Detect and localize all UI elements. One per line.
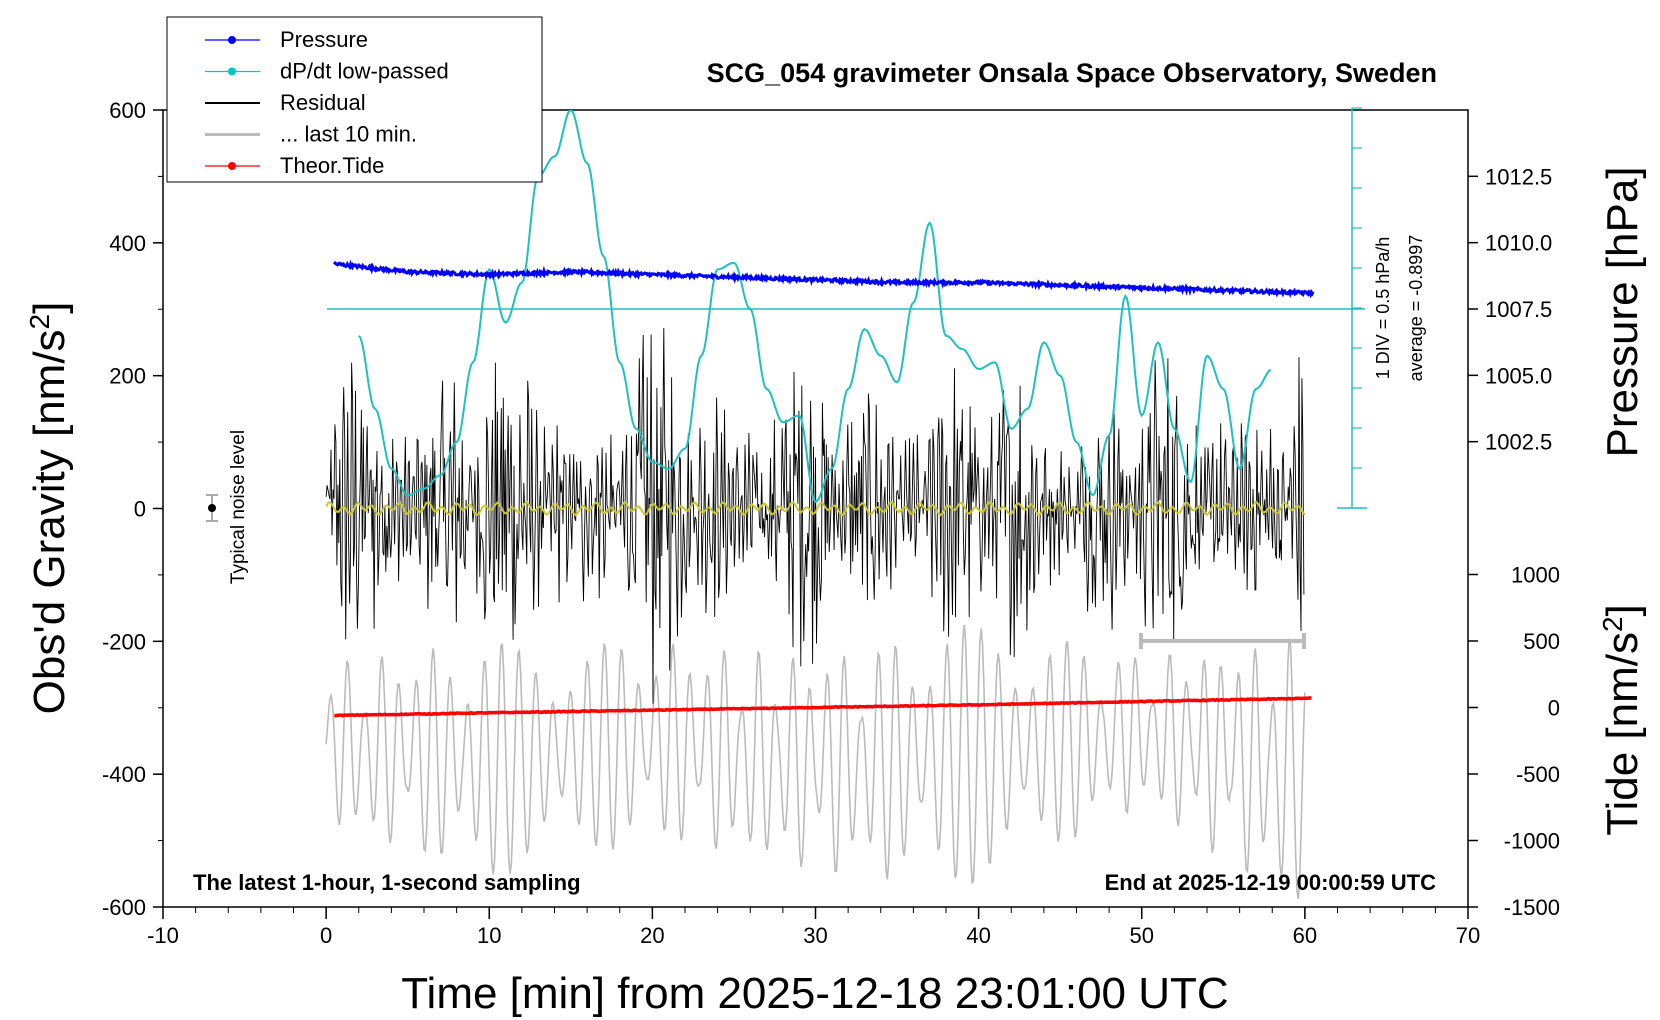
series-layer [325,110,1315,900]
axes-layer: -10 0 10 20 30 40 50 60 70 600 400 200 0 -200 -400 -600… [102,98,1560,948]
y-axis-pressure-title: Pressure [hPa] [1598,166,1647,457]
legend-swatch-marker [228,67,236,76]
noise-level-indicator: Typical noise level [206,430,249,584]
y-left-tick-label: 0 [134,497,146,522]
legend-swatch-marker [228,162,236,170]
y-tide-tick-label: 1000 [1511,563,1560,588]
dpdt-average-label: average = -0.8997 [1406,235,1426,382]
legend: Pressure dP/dt low-passed Residual ... last… [166,16,543,183]
x-tick-label: 0 [320,923,332,948]
subtitle-left: The latest 1-hour, 1-second sampling [193,870,581,895]
y-left-tick-label: 200 [109,364,146,389]
y-pressure-tick-label: 1005.0 [1485,363,1552,388]
clipped-series [325,110,1315,900]
y-tide-tick-label: 500 [1523,629,1560,654]
x-tick-label: 70 [1456,923,1480,948]
y-tide-tick-label: 0 [1548,696,1560,721]
residual-smoothed-line [325,500,1306,517]
y-left-tick-label: 600 [109,98,146,123]
x-tick-label: 60 [1293,923,1317,948]
y-left-tick-label: -200 [102,629,146,654]
dpdt-div-label: 1 DIV = 0.5 hPa/h [1373,237,1393,380]
y-pressure-tick-label: 1007.5 [1485,297,1552,322]
x-tick-label: 30 [803,923,827,948]
chart-title: SCG_054 gravimeter Onsala Space Observat… [707,58,1437,88]
y-axis-left-title-end: ] [25,302,74,314]
pressure-series-line [333,259,1315,299]
legend-label: dP/dt low-passed [280,59,449,84]
x-tick-label: 40 [966,923,990,948]
x-tick-label: 10 [477,923,501,948]
legend-label: Pressure [280,27,368,52]
last10-range-bar [1139,633,1306,649]
x-tick-label: 50 [1130,923,1154,948]
y-pressure-tick-label: 1010.0 [1485,231,1552,256]
dpdt-scale-ticks [1352,107,1362,509]
dpdt-series-line [358,110,1272,504]
legend-label: Residual [280,90,366,115]
last10-series-line [325,624,1306,900]
noise-level-label: Typical noise level [228,430,249,584]
dpdt-scale: 1 DIV = 0.5 hPa/h average = -0.8997 [327,107,1426,509]
legend-label: ... last 10 min. [280,122,417,147]
y-axis-tide-title: Tide [nm/s2] [1597,604,1648,836]
y-left-tick-label: 400 [109,231,146,256]
y-tide-tick-label: -500 [1516,762,1560,787]
legend-swatch-marker [228,36,236,44]
y-axis-tide-title-sup: 2 [1597,616,1628,632]
y-left-tick-label: -600 [102,895,146,920]
y-axis-left-title: Obs'd Gravity [nm/s2] [24,302,75,715]
noise-dot [208,504,216,512]
y-pressure-tick-label: 1002.5 [1485,430,1552,455]
y-axis-left-title-sup: 2 [24,314,55,330]
y-axis-tide-title-main: Tide [nm/s [1598,632,1647,836]
y-left-tick-label: -400 [102,762,146,787]
y-tide-tick-label: -1500 [1504,895,1560,920]
x-axis-title: Time [min] from 2025-12-18 23:01:00 UTC [401,969,1228,1018]
y-tide-tick-label: -1000 [1504,829,1560,854]
y-pressure-tick-label: 1012.5 [1485,164,1552,189]
y-axis-left-title-main: Obs'd Gravity [nm/s [25,329,74,714]
tide-series-line [334,696,1312,718]
legend-box [166,16,543,183]
x-tick-label: -10 [147,923,179,948]
legend-items: Pressure dP/dt low-passed Residual ... last… [205,27,449,178]
residual-series-line [325,327,1305,704]
y-axis-tide-title-end: ] [1598,604,1647,616]
legend-label: Theor.Tide [280,153,384,178]
subtitle-right: End at 2025-12-19 00:00:59 UTC [1105,870,1436,895]
x-tick-label: 20 [640,923,664,948]
